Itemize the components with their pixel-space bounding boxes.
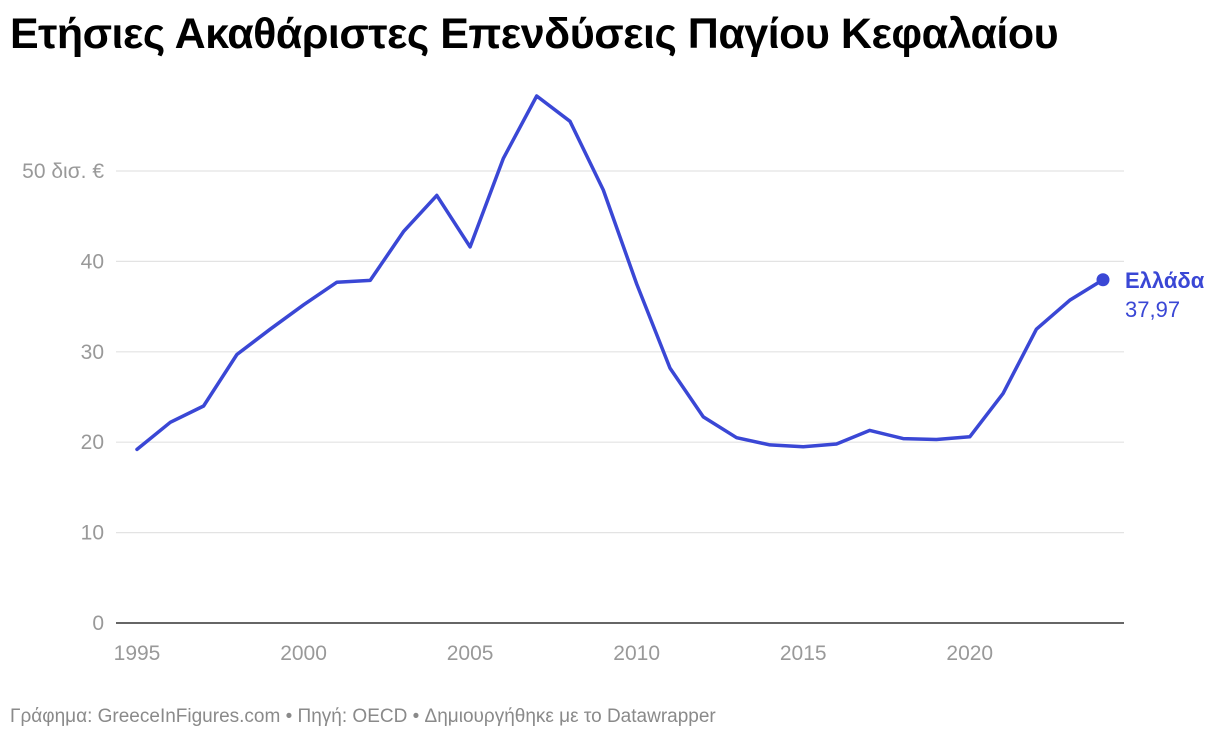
series-end-point-0 [1096, 273, 1110, 287]
y-axis-ticks: 0 10 20 30 40 50 δισ. € [22, 160, 104, 635]
y-tick-label-4: 40 [81, 250, 104, 273]
y-tick-label-1: 10 [81, 522, 104, 545]
x-tick-label-2: 2005 [447, 642, 494, 665]
x-tick-label-4: 2015 [780, 642, 827, 665]
x-axis-ticks: 1995 2000 2005 2010 2015 2020 [114, 642, 993, 665]
series-layer [135, 94, 1110, 452]
x-tick-label-0: 1995 [114, 642, 161, 665]
y-tick-label-5: 50 δισ. € [22, 160, 104, 183]
line-chart: 0 10 20 30 40 50 δισ. € 1995 2000 2005 2010 2015 2… [22, 94, 1205, 665]
series-end-name-label: Ελλάδα [1125, 268, 1205, 293]
y-tick-label-3: 30 [81, 341, 104, 364]
series-end-labels: Ελλάδα 37,97 [1125, 268, 1205, 322]
series-end-value-label: 37,97 [1125, 297, 1180, 322]
y-tick-label-2: 20 [81, 431, 104, 454]
series-line-0 [135, 94, 1105, 452]
y-tick-label-0: 0 [92, 612, 104, 635]
gridlines [116, 170, 1124, 624]
x-tick-label-1: 2000 [280, 642, 327, 665]
x-tick-label-3: 2010 [613, 642, 660, 665]
chart-title: Ετήσιες Ακαθάριστες Επενδύσεις Παγίου Κε… [10, 10, 1059, 58]
chart-footer-credits: Γράφημα: GreeceInFigures.com • Πηγή: OEC… [10, 706, 716, 727]
x-tick-label-5: 2020 [946, 642, 993, 665]
